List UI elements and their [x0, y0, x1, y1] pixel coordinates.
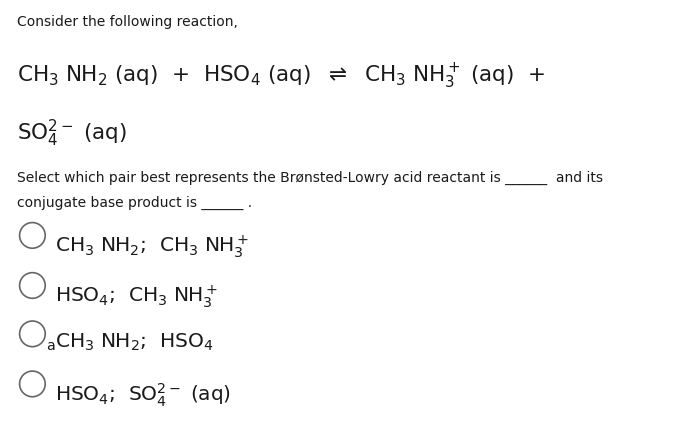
Text: Select which pair best represents the Brønsted-Lowry acid reactant is ______  an: Select which pair best represents the Br… [17, 171, 603, 185]
Text: SO$_4^{2-}$ (aq): SO$_4^{2-}$ (aq) [17, 118, 127, 149]
Text: CH$_3$ NH$_2$;  CH$_3$ NH$_3^+$: CH$_3$ NH$_2$; CH$_3$ NH$_3^+$ [55, 233, 249, 260]
Text: HSO$_4$;  CH$_3$ NH$_3^+$: HSO$_4$; CH$_3$ NH$_3^+$ [55, 283, 219, 310]
Text: HSO$_4$;  SO$_4^{2-}$ (aq): HSO$_4$; SO$_4^{2-}$ (aq) [55, 382, 232, 409]
Text: conjugate base product is ______ .: conjugate base product is ______ . [17, 196, 252, 210]
Text: Consider the following reaction,: Consider the following reaction, [17, 15, 238, 29]
Text: $_{\mathregular{a}}$CH$_3$ NH$_2$;  HSO$_4$: $_{\mathregular{a}}$CH$_3$ NH$_2$; HSO$_… [46, 332, 213, 353]
Text: CH$_3$ NH$_2$ (aq)  +  HSO$_4$ (aq)  $\rightleftharpoons$  CH$_3$ NH$_3^+$ (aq) : CH$_3$ NH$_2$ (aq) + HSO$_4$ (aq) $\righ… [17, 62, 545, 91]
